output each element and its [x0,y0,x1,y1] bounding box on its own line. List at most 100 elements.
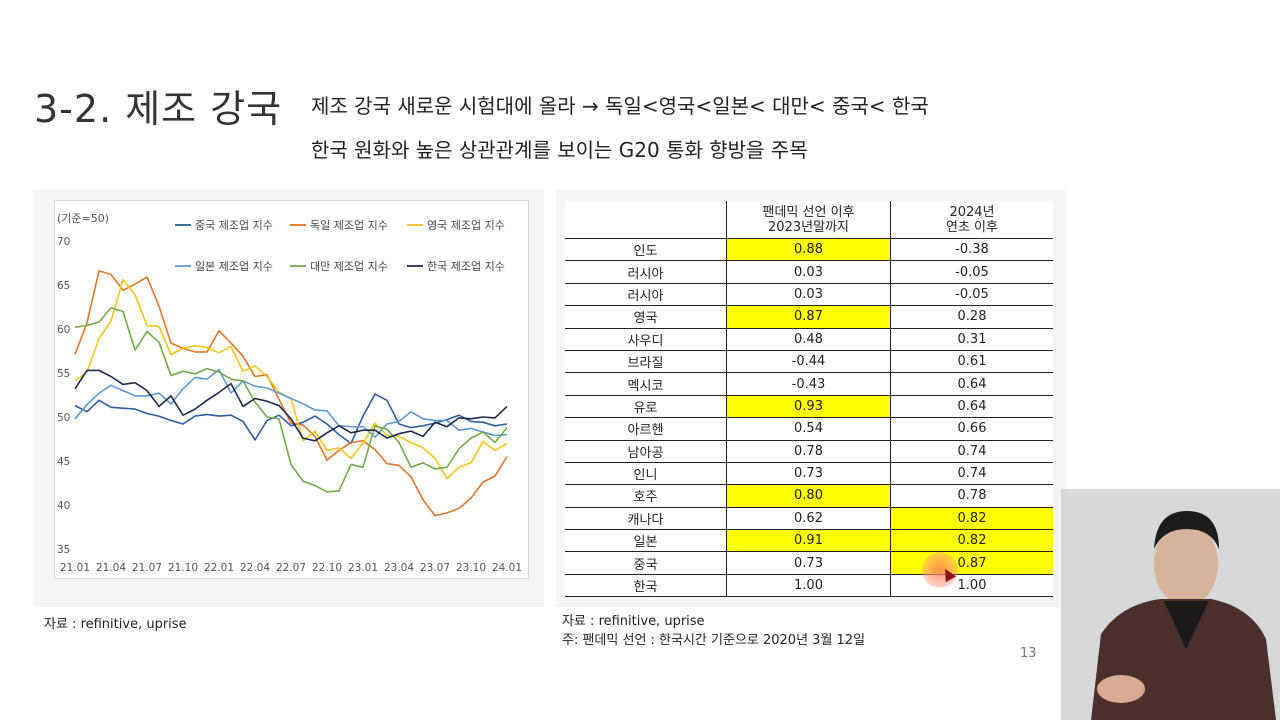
row-currency-name: 인니 [565,462,727,486]
legend-label: 독일 제조업 지수 [310,218,388,232]
y-tick-label: 65 [57,280,70,292]
row-value-2024: -0.05 [890,260,1053,284]
x-tick-label: 22.10 [312,562,342,574]
x-tick-label: 22.07 [276,562,306,574]
y-tick-label: 50 [57,412,70,424]
row-value-pandemic: 0.48 [726,328,891,351]
series-line-3 [74,368,508,438]
table-row: 브라질 -0.44 0.61 [565,350,1053,374]
y-tick-label: 35 [57,544,70,556]
presenter-video [1061,489,1280,720]
row-currency-name: 영국 [565,305,727,329]
row-currency-name: 러시아 [565,260,727,284]
subtitle-line-1: 제조 강국 새로운 시험대에 올라 → 독일<영국<일본< 대만< 중국< 한국 [311,94,929,118]
row-value-2024: 0.61 [890,350,1053,374]
y-tick-label: 70 [57,236,70,248]
x-tick-label: 21.04 [96,562,126,574]
row-currency-name: 일본 [565,529,727,553]
series-line-2 [74,278,508,480]
row-currency-name: 캐나다 [565,507,727,531]
row-value-2024: -0.05 [890,283,1053,307]
row-value-pandemic: 0.88 [726,238,891,262]
y-tick-label: 45 [57,456,70,468]
row-value-pandemic: 0.93 [726,395,891,419]
row-value-2024: 0.66 [890,417,1053,441]
row-value-pandemic: 0.73 [726,462,891,486]
header-col1-line2: 2023년말까지 [768,219,849,235]
x-tick-label: 23.07 [420,562,450,574]
series-line-4 [74,307,508,493]
row-value-pandemic: 0.78 [726,440,891,463]
row-value-pandemic: 0.54 [726,417,891,441]
table-row: 인도 0.88 -0.38 [565,238,1053,262]
x-tick-label: 23.10 [456,562,486,574]
row-value-2024: -0.38 [890,238,1053,262]
row-value-2024: 0.78 [890,484,1053,508]
x-tick-label: 23.01 [348,562,378,574]
header-col2-line2: 연초 이후 [946,219,998,235]
row-currency-name: 유로 [565,395,727,419]
row-value-pandemic: 0.73 [726,551,891,575]
legend-label: 중국 제조업 지수 [195,219,273,232]
table-row: 영국 0.87 0.28 [565,305,1053,329]
legend-label: 대만 제조업 지수 [310,260,388,273]
slide-title: 3-2. 제조 강국 [34,87,283,131]
x-tick-label: 22.04 [240,562,270,574]
table-header-row: 팬데믹 선언 이후 2023년말까지 2024년 연초 이후 [565,201,1053,239]
row-value-2024: 0.82 [890,529,1053,553]
row-value-2024: 0.87 [890,551,1053,575]
legend-label: 영국 제조업 지수 [427,219,505,232]
legend-label: 일본 제조업 지수 [195,259,273,273]
header-col1: 팬데믹 선언 이후 2023년말까지 [726,201,891,239]
row-value-2024: 0.64 [890,395,1053,419]
table-source-line1: 자료 : refinitive, uprise [562,614,705,629]
row-value-2024: 1.00 [890,574,1053,598]
subtitle-line-2: 한국 원화와 높은 상관관계를 보이는 G20 통화 향방을 주목 [311,138,808,162]
row-value-pandemic: 0.80 [726,484,891,508]
header-col2: 2024년 연초 이후 [890,201,1053,239]
x-tick-label: 21.10 [168,562,198,574]
header-blank [565,201,727,239]
table-row: 캐나다 0.62 0.82 [565,507,1053,531]
x-tick-label: 24.01 [492,562,522,574]
row-value-pandemic: -0.44 [726,350,891,374]
row-value-pandemic: 0.87 [726,305,891,329]
y-tick-label: 55 [57,368,70,380]
table-row: 인니 0.73 0.74 [565,462,1053,486]
table-row: 남아공 0.78 0.74 [565,440,1053,463]
row-value-2024: 0.64 [890,372,1053,396]
chart-unit-label: (기준=50) [57,212,109,225]
table-source-note: 주: 팬데믹 선언 : 한국시간 기준으로 2020년 3월 12일 [562,633,866,648]
table-row: 사우디 0.48 0.31 [565,328,1053,351]
presenter-silhouette [1061,489,1280,720]
row-currency-name: 남아공 [565,440,727,463]
table-source: 자료 : refinitive, uprise 주: 팬데믹 선언 : 한국시간… [562,612,865,650]
row-value-pandemic: 0.03 [726,260,891,284]
header-col2-line1: 2024년 [949,204,995,220]
legend-label: 한국 제조업 지수 [427,260,505,273]
x-tick-label: 21.01 [60,562,90,574]
table-row: 유로 0.93 0.64 [565,395,1053,419]
row-currency-name: 사우디 [565,328,727,351]
table-row: 한국 1.00 1.00 [565,574,1053,598]
x-tick-label: 22.01 [204,562,234,574]
chart-frame: (기준=50) 70 65 60 55 50 45 40 35 21.01 21.04 21.07 21… [54,200,529,579]
row-currency-name: 멕시코 [565,372,727,396]
series-line-1 [74,270,508,517]
page-number: 13 [1020,646,1037,661]
table-row: 일본 0.91 0.82 [565,529,1053,553]
table-row: 러시아 0.03 -0.05 [565,283,1053,307]
table-row: 러시아 0.03 -0.05 [565,260,1053,284]
row-currency-name: 아르헨 [565,417,727,441]
row-value-pandemic: 1.00 [726,574,891,598]
table-row: 멕시코 -0.43 0.64 [565,372,1053,396]
row-value-pandemic: 0.91 [726,529,891,553]
row-value-2024: 0.82 [890,507,1053,531]
row-currency-name: 러시아 [565,283,727,307]
row-value-pandemic: 0.62 [726,507,891,531]
pmi-line-chart: (기준=50) 70 65 60 55 50 45 40 35 21.01 21.04 21.07 21… [57,212,522,574]
row-value-2024: 0.28 [890,305,1053,329]
row-currency-name: 중국 [565,551,727,575]
row-currency-name: 호주 [565,484,727,508]
row-value-2024: 0.74 [890,440,1053,463]
